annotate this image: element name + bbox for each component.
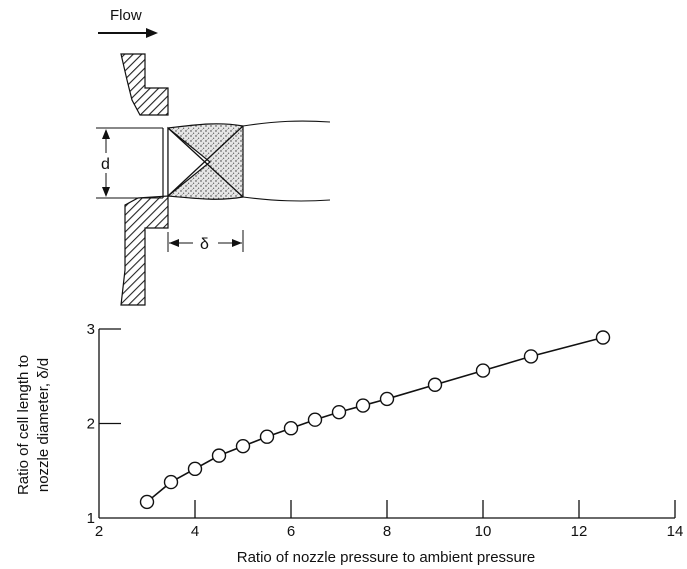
data-point <box>523 349 539 364</box>
y-tick-label: 2 <box>87 416 95 433</box>
upper-nozzle-wall <box>120 53 169 116</box>
diameter-label-gap <box>99 153 113 173</box>
jet-boundary-lower <box>242 196 331 202</box>
diameter-label: d <box>101 156 110 173</box>
y-axis-label-line-1: Ratio of cell length to <box>15 355 32 495</box>
data-point <box>595 330 611 345</box>
diameter-arrow-bottom <box>102 187 110 197</box>
x-tick-label: 12 <box>571 523 588 540</box>
x-axis-label: Ratio of nozzle pressure to ambient pres… <box>237 549 535 566</box>
x-tick-label: 4 <box>191 523 199 540</box>
data-point <box>355 398 371 413</box>
data-point <box>211 448 227 463</box>
data-point <box>139 494 155 510</box>
y-axis-label-line-2: nozzle diameter, δ/d <box>35 358 52 492</box>
data-point <box>307 412 323 427</box>
nozzle-schematic: Flow d δ <box>96 7 331 306</box>
x-tick-label: 8 <box>383 523 391 540</box>
axis-ticks <box>99 328 676 518</box>
data-point <box>235 438 251 454</box>
x-tick-label: 10 <box>475 523 492 540</box>
diameter-arrow-top <box>102 129 110 139</box>
shock-line-upper <box>167 127 244 198</box>
data-point <box>427 377 443 392</box>
data-point <box>163 474 179 490</box>
jet-boundary-upper <box>242 120 331 127</box>
y-tick-label: 1 <box>87 510 95 527</box>
cell-length-arrow-right <box>232 239 242 247</box>
data-series <box>139 330 611 510</box>
x-tick-label: 2 <box>95 523 103 540</box>
shock-line-lower <box>167 125 244 197</box>
flow-arrowhead <box>146 28 158 38</box>
data-point <box>259 429 275 444</box>
data-point <box>283 421 299 436</box>
expansion-region <box>167 126 211 198</box>
data-point <box>187 461 203 477</box>
cell-length-label: δ <box>200 236 209 253</box>
data-point <box>475 363 491 378</box>
lower-nozzle-wall <box>120 195 169 306</box>
data-point <box>379 391 395 407</box>
y-tick-label: 3 <box>87 321 95 338</box>
data-point <box>331 404 347 420</box>
x-tick-label: 6 <box>287 523 295 540</box>
cell-length-arrow-left <box>169 239 179 247</box>
x-tick-label: 14 <box>667 523 684 540</box>
flow-label: Flow <box>110 7 142 24</box>
